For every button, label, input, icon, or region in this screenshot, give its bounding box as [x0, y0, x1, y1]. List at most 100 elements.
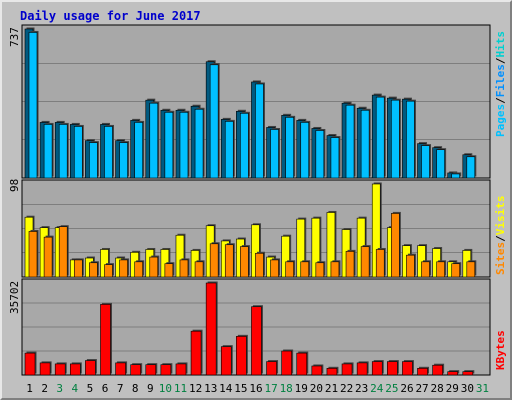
kbytes-bar-11	[175, 363, 187, 376]
sites-bar-27	[421, 261, 430, 278]
legend-files: Files	[494, 64, 507, 97]
kbytes-bar-21	[326, 368, 338, 376]
x-tick-label-8: 8	[132, 382, 139, 395]
x-tick-label-18: 18	[280, 382, 293, 395]
sites-bar-5	[89, 262, 98, 278]
y-max-label-visits: 98	[8, 179, 21, 192]
files-bar-17	[270, 129, 279, 179]
sites-bar-11	[179, 259, 189, 278]
files-bar-18	[285, 117, 294, 179]
y-max-label-hits: 737	[8, 27, 21, 47]
files-bar-13	[209, 64, 219, 179]
sites-bar-18	[285, 261, 294, 278]
files-bar-1	[28, 32, 38, 179]
legend-visits: Visits	[494, 196, 507, 236]
sites-bar-15	[240, 246, 249, 278]
files-bar-21	[330, 137, 340, 179]
x-tick-label-4: 4	[72, 382, 79, 395]
sites-bar-6	[104, 264, 113, 278]
kbytes-bar-28	[432, 364, 443, 376]
x-tick-label-16: 16	[249, 382, 262, 395]
kbytes-bar-9	[145, 364, 157, 376]
sites-bar-8	[134, 261, 143, 278]
files-bar-15	[240, 113, 249, 179]
sites-bar-28	[436, 261, 445, 278]
files-bar-3	[58, 124, 68, 179]
sites-bar-22	[345, 251, 355, 278]
sites-bar-20	[315, 262, 325, 278]
files-bar-22	[345, 104, 355, 179]
x-tick-label-23: 23	[355, 382, 368, 395]
x-tick-label-19: 19	[295, 382, 308, 395]
kbytes-bar-1	[24, 352, 36, 376]
files-bar-29	[451, 173, 461, 179]
files-bar-20	[315, 130, 325, 179]
sites-bar-17	[270, 259, 279, 278]
sites-bar-23	[360, 246, 370, 278]
kbytes-bar-5	[85, 360, 96, 376]
x-tick-label-25: 25	[385, 382, 398, 395]
sites-bar-29	[451, 263, 461, 278]
kbytes-bar-19	[296, 352, 308, 376]
kbytes-bar-25	[387, 361, 398, 376]
kbytes-bar-20	[311, 365, 323, 376]
sites-bar-16	[255, 252, 264, 278]
kbytes-bar-6	[100, 304, 111, 376]
files-bar-8	[134, 122, 143, 179]
x-tick-label-3: 3	[56, 382, 63, 395]
files-bar-5	[89, 142, 98, 179]
kbytes-bar-13	[205, 282, 217, 376]
kbytes-bar-7	[115, 362, 126, 376]
x-tick-label-6: 6	[102, 382, 109, 395]
legend-kbytes: KBytes	[494, 330, 507, 370]
x-tick-label-27: 27	[415, 382, 428, 395]
chart-title: Daily usage for June 2017	[20, 9, 201, 23]
x-tick-label-10: 10	[159, 382, 172, 395]
files-bar-16	[255, 83, 264, 179]
sites-bar-13	[209, 243, 219, 278]
kbytes-bar-24	[371, 361, 383, 376]
sites-bar-3	[58, 226, 68, 278]
x-tick-label-5: 5	[87, 382, 94, 395]
kbytes-bar-17	[266, 361, 277, 376]
files-bar-14	[224, 121, 234, 179]
sites-bar-21	[330, 261, 340, 278]
x-tick-label-7: 7	[117, 382, 124, 395]
legend-sep-2: /	[494, 57, 507, 64]
files-bar-9	[149, 102, 159, 179]
legend-sep-3: /	[494, 235, 507, 242]
sites-bar-24	[375, 249, 385, 278]
x-tick-label-11: 11	[174, 382, 187, 395]
kbytes-bar-18	[281, 350, 292, 376]
sites-bar-2	[43, 236, 53, 278]
x-tick-label-20: 20	[310, 382, 323, 395]
legend-sep-1: /	[494, 97, 507, 104]
sites-bar-4	[73, 259, 83, 278]
x-tick-label-14: 14	[219, 382, 233, 395]
legend-sites: Sites	[494, 242, 507, 275]
x-tick-label-17: 17	[264, 382, 277, 395]
sites-bar-30	[466, 261, 476, 278]
files-bar-26	[406, 100, 415, 179]
legend-pages: Pages	[494, 104, 507, 137]
x-tick-label-1: 1	[26, 382, 33, 395]
kbytes-bar-10	[160, 364, 172, 376]
sites-bar-14	[224, 244, 234, 278]
kbytes-bar-12	[190, 330, 202, 376]
files-bar-6	[104, 126, 113, 179]
x-tick-label-29: 29	[446, 382, 459, 395]
x-tick-label-13: 13	[204, 382, 217, 395]
kbytes-bar-23	[356, 362, 368, 376]
kbytes-bar-29	[447, 371, 459, 376]
x-tick-label-12: 12	[189, 382, 202, 395]
sites-bar-19	[300, 261, 310, 278]
files-bar-12	[194, 108, 204, 179]
kbytes-bar-16	[251, 306, 262, 376]
files-bar-7	[119, 142, 128, 179]
x-tick-label-24: 24	[370, 382, 384, 395]
files-bar-11	[179, 111, 189, 179]
files-bar-10	[164, 111, 174, 179]
kbytes-bar-27	[417, 368, 428, 376]
sites-bar-10	[164, 263, 174, 278]
